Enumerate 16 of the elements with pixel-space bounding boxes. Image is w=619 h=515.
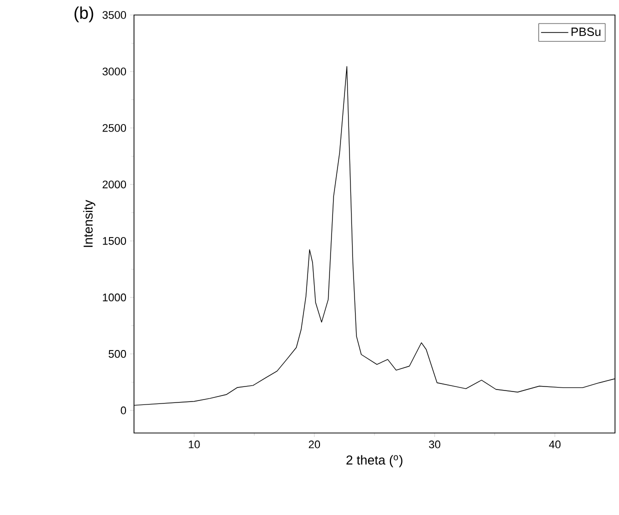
y-tick-label: 0 — [120, 406, 126, 414]
y-tick-label: 2000 — [102, 180, 126, 188]
x-tick-label: 10 — [188, 440, 200, 448]
x-axis-title: 2 theta ($^{o}$) — [346, 455, 402, 468]
y-tick-label: 1500 — [102, 237, 126, 245]
x-tick-label: 40 — [549, 440, 561, 448]
y-tick-label: 2500 — [102, 124, 126, 132]
y-tick-label: 1000 — [102, 294, 126, 302]
x-tick-label: 20 — [308, 440, 320, 448]
y-tick-label: 3000 — [102, 68, 126, 76]
x-tick-label: 30 — [428, 440, 440, 448]
legend-label: PBSu — [572, 28, 600, 36]
text: (b) — [74, 6, 94, 22]
y-tick-label: 3500 — [102, 11, 126, 19]
y-tick-label: 500 — [108, 350, 126, 358]
y-axis-title: Intensity — [83, 200, 96, 247]
